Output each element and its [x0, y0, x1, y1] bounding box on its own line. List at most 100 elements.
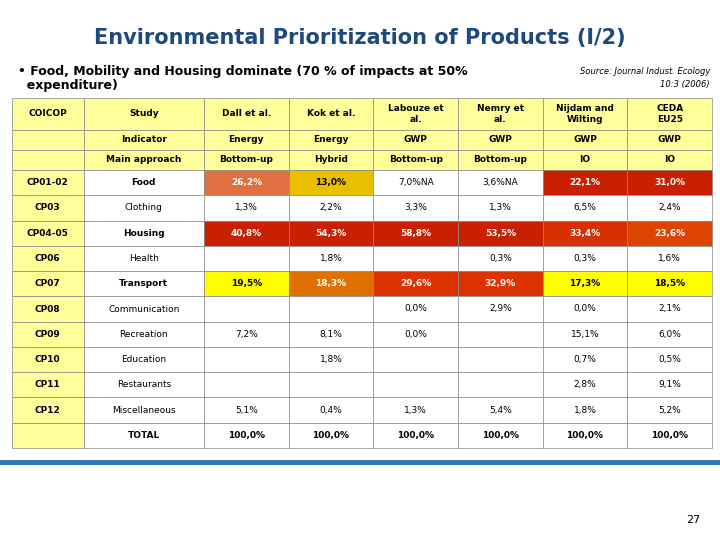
Bar	[458, 98, 543, 130]
Bar	[12, 150, 84, 170]
Text: • Food, Mobility and Housing dominate (70 % of impacts at 50%: • Food, Mobility and Housing dominate (7…	[18, 65, 467, 78]
Bar	[84, 246, 204, 271]
Text: Recreation: Recreation	[120, 330, 168, 339]
Text: 5,4%: 5,4%	[489, 406, 512, 415]
Bar	[627, 322, 712, 347]
Bar	[84, 220, 204, 246]
Bar	[627, 423, 712, 448]
Bar	[84, 322, 204, 347]
Bar	[458, 296, 543, 322]
Bar	[543, 296, 627, 322]
Text: 18,3%: 18,3%	[315, 279, 346, 288]
Bar	[374, 296, 458, 322]
Bar	[12, 195, 84, 220]
Bar	[543, 150, 627, 170]
Bar	[374, 423, 458, 448]
Text: 22,1%: 22,1%	[570, 178, 600, 187]
Bar	[204, 150, 289, 170]
Bar	[204, 347, 289, 372]
Bar	[289, 246, 374, 271]
Bar	[543, 98, 627, 130]
Text: CEDA
EU25: CEDA EU25	[656, 104, 683, 124]
Bar	[543, 423, 627, 448]
Text: Bottom-up: Bottom-up	[220, 156, 274, 165]
Bar	[374, 271, 458, 296]
Text: 29,6%: 29,6%	[400, 279, 431, 288]
Text: Hybrid: Hybrid	[314, 156, 348, 165]
Bar	[627, 220, 712, 246]
Bar	[627, 130, 712, 150]
Bar	[458, 220, 543, 246]
Bar	[374, 246, 458, 271]
Bar	[458, 423, 543, 448]
Text: 100,0%: 100,0%	[312, 431, 349, 440]
Text: 2,9%: 2,9%	[489, 305, 512, 314]
Bar	[12, 170, 84, 195]
Text: 31,0%: 31,0%	[654, 178, 685, 187]
Bar	[289, 372, 374, 397]
Text: Miscellaneous: Miscellaneous	[112, 406, 176, 415]
Text: 2,2%: 2,2%	[320, 204, 342, 212]
Text: 0,5%: 0,5%	[658, 355, 681, 364]
Bar	[458, 322, 543, 347]
Bar	[12, 423, 84, 448]
Text: 1,8%: 1,8%	[320, 355, 343, 364]
Text: CP09: CP09	[35, 330, 60, 339]
Bar	[12, 296, 84, 322]
Text: Transport: Transport	[120, 279, 168, 288]
Text: 6,0%: 6,0%	[658, 330, 681, 339]
Bar	[204, 195, 289, 220]
Text: Communication: Communication	[108, 305, 179, 314]
Bar	[543, 246, 627, 271]
Text: 2,1%: 2,1%	[658, 305, 681, 314]
Bar	[12, 397, 84, 423]
Text: Main approach: Main approach	[106, 156, 181, 165]
Text: CP04-05: CP04-05	[27, 228, 68, 238]
Text: GWP: GWP	[488, 136, 512, 145]
Bar	[204, 170, 289, 195]
Text: Nijdam and
Wilting: Nijdam and Wilting	[556, 104, 614, 124]
Text: TOTAL: TOTAL	[127, 431, 160, 440]
Text: Environmental Prioritization of Products (I/2): Environmental Prioritization of Products…	[94, 28, 626, 48]
Bar	[627, 170, 712, 195]
Text: 27: 27	[685, 515, 700, 525]
Text: GWP: GWP	[404, 136, 428, 145]
Text: 1,3%: 1,3%	[489, 204, 512, 212]
Bar	[627, 271, 712, 296]
Bar	[204, 130, 289, 150]
Text: GWP: GWP	[573, 136, 597, 145]
Text: 3,3%: 3,3%	[404, 204, 427, 212]
Text: Restaurants: Restaurants	[117, 380, 171, 389]
Text: CP03: CP03	[35, 204, 60, 212]
Bar	[12, 372, 84, 397]
Text: 0,3%: 0,3%	[489, 254, 512, 263]
Text: Energy: Energy	[313, 136, 348, 145]
Bar	[204, 322, 289, 347]
Bar	[458, 195, 543, 220]
Bar	[543, 170, 627, 195]
Text: IO: IO	[580, 156, 590, 165]
Bar	[543, 130, 627, 150]
Text: 3,6%NA: 3,6%NA	[482, 178, 518, 187]
Text: 100,0%: 100,0%	[482, 431, 519, 440]
Text: 40,8%: 40,8%	[231, 228, 262, 238]
Bar	[374, 347, 458, 372]
Bar	[543, 271, 627, 296]
Text: 0,7%: 0,7%	[574, 355, 596, 364]
Bar	[12, 220, 84, 246]
Bar	[543, 372, 627, 397]
Bar	[627, 347, 712, 372]
Bar	[12, 347, 84, 372]
Text: 6,5%: 6,5%	[574, 204, 596, 212]
Text: Source: Journal Indust. Ecology: Source: Journal Indust. Ecology	[580, 68, 710, 77]
Bar	[289, 150, 374, 170]
Bar	[458, 372, 543, 397]
Text: 2,4%: 2,4%	[658, 204, 681, 212]
Bar	[289, 423, 374, 448]
Bar	[627, 150, 712, 170]
Bar	[84, 423, 204, 448]
Text: 10:3 (2006): 10:3 (2006)	[660, 79, 710, 89]
Text: 17,3%: 17,3%	[570, 279, 600, 288]
Text: Study: Study	[129, 110, 158, 118]
Text: Food: Food	[132, 178, 156, 187]
